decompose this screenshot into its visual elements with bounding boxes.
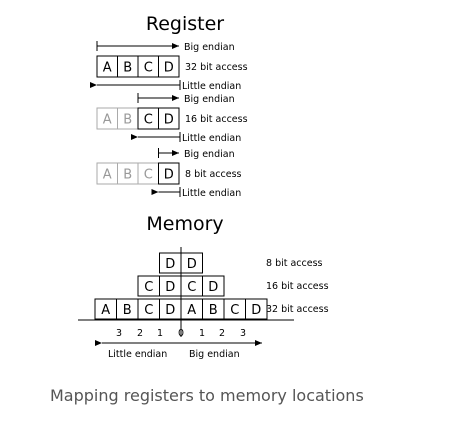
memory-cell-label: D xyxy=(187,257,197,272)
register-cell xyxy=(158,162,180,185)
memory-access-label: 32 bit access xyxy=(266,304,329,315)
register-cell-label: B xyxy=(123,113,132,128)
memory-access-label: 8 bit access xyxy=(266,258,323,269)
register-cell-label: C xyxy=(144,168,153,183)
memory-cell-label: D xyxy=(165,303,175,318)
access-label: 16 bit access xyxy=(185,114,248,125)
memory-offset: 3 xyxy=(240,328,246,339)
register-cell-label: A xyxy=(103,113,112,128)
big-endian-label: Big endian xyxy=(189,349,240,360)
register-cell-label: A xyxy=(103,61,112,76)
memory-cell xyxy=(202,275,225,297)
register-cell-label: A xyxy=(103,168,112,183)
memory-offset: 3 xyxy=(116,328,122,339)
big-endian-label: Big endian xyxy=(184,149,235,160)
memory-cell-label: D xyxy=(165,280,175,295)
access-label: 32 bit access xyxy=(185,62,248,73)
memory-offset: 0 xyxy=(178,328,184,339)
little-endian-label: Little endian xyxy=(182,81,241,92)
memory-offset: 1 xyxy=(157,328,163,339)
memory-cell-label: C xyxy=(144,280,153,295)
memory-cell-label: D xyxy=(208,280,218,295)
memory-title: Memory xyxy=(146,213,223,235)
register-cell xyxy=(158,55,180,78)
memory-cell-label: A xyxy=(101,303,110,318)
memory-cell xyxy=(245,298,268,320)
memory-offset: 2 xyxy=(137,328,143,339)
register-cell-label: D xyxy=(164,61,174,76)
figure-caption: Mapping registers to memory locations xyxy=(50,386,364,405)
little-endian-label: Little endian xyxy=(182,133,241,144)
memory-access-label: 16 bit access xyxy=(266,281,329,292)
memory-cell-label: A xyxy=(187,303,196,318)
register-cell-label: D xyxy=(164,113,174,128)
register-cell-label: C xyxy=(144,61,153,76)
big-endian-label: Big endian xyxy=(184,94,235,105)
memory-cell-label: C xyxy=(230,303,239,318)
register-title: Register xyxy=(146,13,224,35)
memory-cell-label: B xyxy=(123,303,132,318)
register-cell xyxy=(158,107,180,130)
register-cell-label: C xyxy=(144,113,153,128)
big-endian-label: Big endian xyxy=(184,42,235,53)
memory-cell-label: D xyxy=(165,257,175,272)
little-endian-label: Little endian xyxy=(108,349,167,360)
register-cell-label: D xyxy=(164,168,174,183)
register-cell-label: B xyxy=(123,61,132,76)
memory-cell-label: C xyxy=(144,303,153,318)
memory-cell-label: B xyxy=(209,303,218,318)
register-cell-label: B xyxy=(123,168,132,183)
memory-offset: 1 xyxy=(199,328,205,339)
little-endian-label: Little endian xyxy=(182,188,241,199)
memory-cell-label: D xyxy=(251,303,261,318)
memory-cell-label: C xyxy=(187,280,196,295)
access-label: 8 bit access xyxy=(185,169,242,180)
memory-offset: 2 xyxy=(219,328,225,339)
